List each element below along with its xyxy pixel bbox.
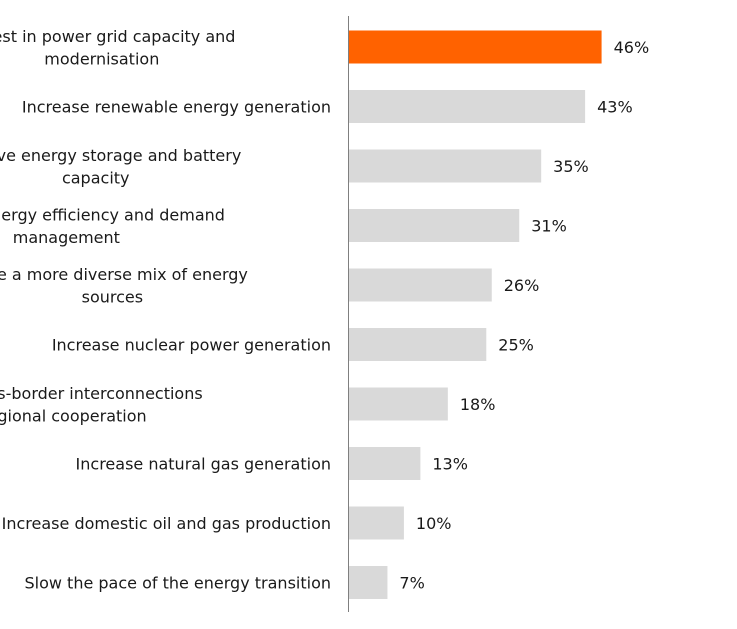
value-label-2: 35% [553,157,589,176]
bar-3 [349,209,520,242]
bar-9 [349,566,388,599]
category-label-2: Improve energy storage and battery capaci… [0,146,241,188]
category-label-2-line-1: capacity [62,168,130,187]
bar-7 [349,447,421,480]
bar-5 [349,328,487,361]
value-label-3: 31% [531,217,567,236]
category-label-8-line-0: Increase domestic oil and gas production [2,514,331,533]
category-label-0-line-0: Invest in power grid capacity and [0,27,235,46]
value-label-4: 26% [504,276,540,295]
category-label-6-line-0: Enhance cross-border interconnections [0,384,203,403]
category-label-4-line-0: Use a more diverse mix of energy [0,265,248,284]
bar-0 [349,30,602,64]
category-label-6-line-1: and regional cooperation [0,406,147,425]
value-labels-group: 46% 43% 35% 31% 26% 25% 18% 13% 10% 7% [399,38,649,593]
value-label-6: 18% [460,395,496,414]
category-label-1: Increase renewable energy generation [22,98,331,117]
bar-6 [349,387,448,421]
category-label-4: Use a more diverse mix of energy sources [0,265,248,307]
value-label-5: 25% [498,336,534,355]
category-label-3-line-0: Invest in energy efficiency and demand [0,205,225,224]
bar-1 [349,90,586,123]
category-label-6: Enhance cross-border interconnections and… [0,384,203,426]
category-label-3: Invest in energy efficiency and demand ma… [0,205,225,247]
bars-group [349,30,602,599]
value-label-8: 10% [416,514,452,533]
category-label-8: Increase domestic oil and gas production [2,514,331,533]
category-label-0-line-1: modernisation [44,49,159,68]
value-label-9: 7% [399,574,424,593]
category-label-2-line-0: Improve energy storage and battery [0,146,241,165]
category-label-1-line-0: Increase renewable energy generation [22,98,331,117]
category-label-5-line-0: Increase nuclear power generation [52,336,331,355]
bar-4 [349,268,492,302]
category-label-7: Increase natural gas generation [76,455,331,474]
bar-2 [349,149,542,183]
category-label-9-line-0: Slow the pace of the energy transition [24,574,331,593]
category-label-4-line-1: sources [82,287,143,306]
category-label-3-line-1: management [13,228,120,247]
category-label-9: Slow the pace of the energy transition [24,574,331,593]
category-label-5: Increase nuclear power generation [52,336,331,355]
value-label-1: 43% [597,98,633,117]
bar-8 [349,506,404,540]
category-label-7-line-0: Increase natural gas generation [76,455,331,474]
value-label-0: 46% [614,38,650,57]
value-label-7: 13% [432,455,468,474]
category-labels-group: Invest in power grid capacity and moderni… [0,27,331,593]
category-label-0: Invest in power grid capacity and moderni… [0,27,235,69]
